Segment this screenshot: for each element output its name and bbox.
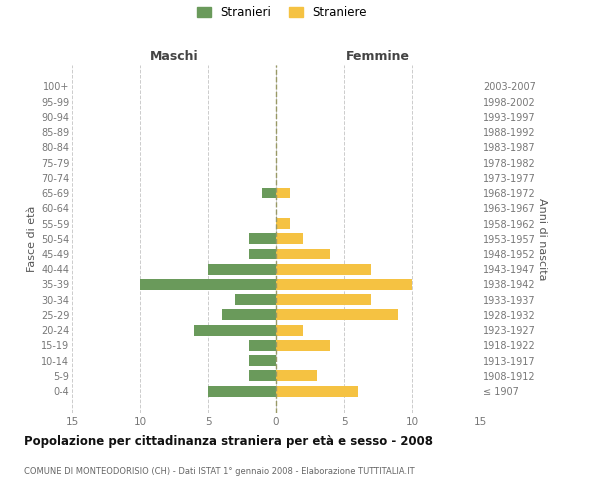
Bar [276,218,290,229]
Bar [262,188,276,198]
Bar [208,264,276,274]
Bar [276,294,371,305]
Bar [276,264,371,274]
Bar [249,355,276,366]
Bar [140,279,276,290]
Bar [276,324,303,336]
Bar [276,386,358,396]
Bar [276,248,331,260]
Bar [276,310,398,320]
Bar [221,310,276,320]
Bar [276,188,290,198]
Bar [194,324,276,336]
Legend: Stranieri, Straniere: Stranieri, Straniere [197,6,367,19]
Bar [208,386,276,396]
Bar [235,294,276,305]
Bar [249,248,276,260]
Text: Popolazione per cittadinanza straniera per età e sesso - 2008: Popolazione per cittadinanza straniera p… [24,435,433,448]
Text: Femmine: Femmine [346,50,410,62]
Bar [276,340,331,351]
Bar [276,234,303,244]
Bar [276,370,317,382]
Bar [249,370,276,382]
Text: COMUNE DI MONTEODORISIO (CH) - Dati ISTAT 1° gennaio 2008 - Elaborazione TUTTITA: COMUNE DI MONTEODORISIO (CH) - Dati ISTA… [24,468,415,476]
Y-axis label: Fasce di età: Fasce di età [26,206,37,272]
Bar [249,340,276,351]
Text: Maschi: Maschi [149,50,199,62]
Y-axis label: Anni di nascita: Anni di nascita [537,198,547,280]
Bar [276,279,412,290]
Bar [249,234,276,244]
